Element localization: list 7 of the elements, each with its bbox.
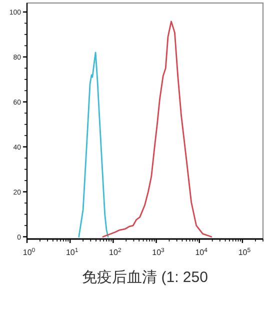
- x-tick-label: 10$^{3}$: [152, 247, 166, 257]
- x-tick-label: 10$^{1}$: [66, 247, 79, 257]
- x-tick-label: 10$^{4}$: [195, 247, 208, 257]
- x-tick-label: 10$^{2}$: [109, 247, 122, 257]
- x-tick-label: 10$^{0}$: [22, 247, 36, 257]
- x-tick-label: 10$^{5}$: [238, 247, 252, 257]
- x-axis-title: 免疫后血清 (1: 250: [82, 269, 208, 286]
